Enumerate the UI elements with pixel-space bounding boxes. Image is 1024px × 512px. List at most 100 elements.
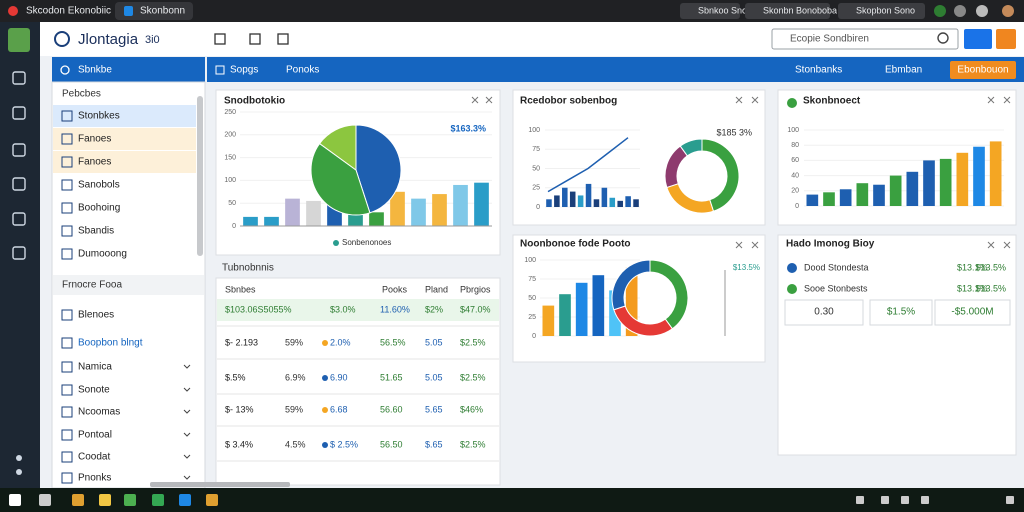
avatar[interactable] <box>954 5 966 17</box>
primary-button[interactable] <box>950 61 1016 79</box>
side-item[interactable]: Boohoing <box>78 203 120 214</box>
chevron <box>183 475 191 480</box>
table-cell: 5.65 <box>425 404 443 414</box>
close-icon[interactable] <box>1003 241 1011 249</box>
search-box[interactable] <box>771 28 959 50</box>
search-icon <box>937 32 949 44</box>
rail-icon[interactable] <box>12 143 26 157</box>
user-avatar <box>8 28 30 52</box>
side-item[interactable]: Ncoomas <box>78 407 120 418</box>
close-icon[interactable] <box>471 96 479 104</box>
toolbar-link[interactable]: Stonbanks <box>795 65 842 76</box>
side-item[interactable]: Dumooong <box>78 249 127 260</box>
toolbar-tab[interactable]: Ponoks <box>286 65 319 76</box>
browser-tab[interactable]: Skcodon Ekonobiic <box>26 6 111 17</box>
bar <box>264 216 279 226</box>
rail-icon[interactable] <box>12 212 26 226</box>
taskbar-icon[interactable] <box>39 494 51 506</box>
y-tick-label: 25 <box>528 314 536 321</box>
toolbar-link[interactable]: Ebmban <box>885 65 922 76</box>
side-item[interactable]: Fanoes <box>78 134 111 145</box>
active-tab[interactable] <box>115 2 193 20</box>
stat-box <box>869 299 933 326</box>
bar <box>601 187 608 207</box>
logo <box>54 31 70 47</box>
avatar[interactable] <box>976 5 988 17</box>
close-icon[interactable] <box>485 96 493 104</box>
side-item[interactable]: Boopbon blngt <box>78 338 143 349</box>
avatar[interactable] <box>934 5 946 17</box>
y-tick-label: 0 <box>232 223 236 230</box>
y-tick-label: 100 <box>787 127 799 134</box>
close-icon[interactable] <box>1003 96 1011 104</box>
status-dot <box>322 407 328 413</box>
toolbar-icon <box>60 65 70 75</box>
browser-tab[interactable]: Skonbonn <box>140 6 185 17</box>
taskbar-icon[interactable] <box>72 494 84 506</box>
taskbar-icon[interactable] <box>179 494 191 506</box>
chart-label: $13.5% <box>733 263 760 272</box>
close-icon[interactable] <box>735 96 743 104</box>
bar <box>369 212 384 226</box>
section-title: Tubnobnnis <box>222 263 274 274</box>
taskbar-icon[interactable] <box>9 494 21 506</box>
side-item[interactable]: Sbandis <box>78 226 114 237</box>
bar <box>562 187 568 207</box>
header-button[interactable] <box>996 29 1016 49</box>
tab-icon <box>8 6 18 16</box>
line-series <box>547 137 629 193</box>
close-icon[interactable] <box>751 241 759 249</box>
browser-pill[interactable] <box>838 3 925 19</box>
side-item[interactable]: Sanobols <box>78 180 120 191</box>
rail-icon[interactable] <box>12 71 26 85</box>
bar <box>625 267 638 336</box>
browser-pill[interactable] <box>680 3 740 19</box>
header-icon[interactable] <box>214 33 226 45</box>
y-tick-label: 150 <box>224 154 236 161</box>
side-item[interactable]: Sonote <box>78 385 110 396</box>
bar <box>593 199 600 207</box>
browser-pill[interactable] <box>745 3 830 19</box>
close-icon[interactable] <box>751 96 759 104</box>
bar <box>625 196 631 207</box>
chevron <box>183 387 191 392</box>
side-item[interactable]: Namica <box>78 362 112 373</box>
toolbar-tab[interactable]: Sopgs <box>230 65 258 76</box>
taskbar-icon[interactable] <box>124 494 136 506</box>
card-title: Noonbonoe fode Pooto <box>520 239 631 250</box>
taskbar-icon[interactable] <box>152 494 164 506</box>
close-icon[interactable] <box>735 241 743 249</box>
taskbar-icon[interactable] <box>99 494 111 506</box>
y-tick-label: 250 <box>224 109 236 116</box>
side-item[interactable]: Pontoal <box>78 430 112 441</box>
close-icon[interactable] <box>987 241 995 249</box>
y-tick-label: 50 <box>532 165 540 172</box>
table-cell: 2.0% <box>330 337 351 347</box>
rail-icon[interactable] <box>12 177 26 191</box>
table-cell: 59% <box>285 337 303 347</box>
rail-icon[interactable] <box>12 246 26 260</box>
pie-slice <box>679 138 703 157</box>
side-item[interactable]: Stonbkes <box>78 111 120 122</box>
side-item[interactable]: Coodat <box>78 452 110 463</box>
rail-icon[interactable] <box>12 106 26 120</box>
bar <box>285 198 300 226</box>
icon-rail <box>0 22 40 488</box>
header-button[interactable] <box>964 29 992 49</box>
side-item[interactable]: Pnonks <box>78 473 111 484</box>
bar <box>956 152 969 206</box>
stat-box <box>784 299 864 326</box>
bar <box>839 189 852 206</box>
avatar[interactable] <box>1002 5 1014 17</box>
side-item[interactable]: Fanoes <box>78 157 111 168</box>
card-title: Hado Imonog Bioy <box>786 239 875 250</box>
side-icon <box>61 337 73 349</box>
side-item[interactable]: Blenoes <box>78 310 114 321</box>
table-cell: 56.50 <box>380 439 403 449</box>
header-icon[interactable] <box>249 33 261 45</box>
table-cell: 6.9% <box>285 372 306 382</box>
close-icon[interactable] <box>987 96 995 104</box>
header-icon[interactable] <box>277 33 289 45</box>
y-tick-label: 0 <box>795 203 799 210</box>
taskbar-icon[interactable] <box>206 494 218 506</box>
